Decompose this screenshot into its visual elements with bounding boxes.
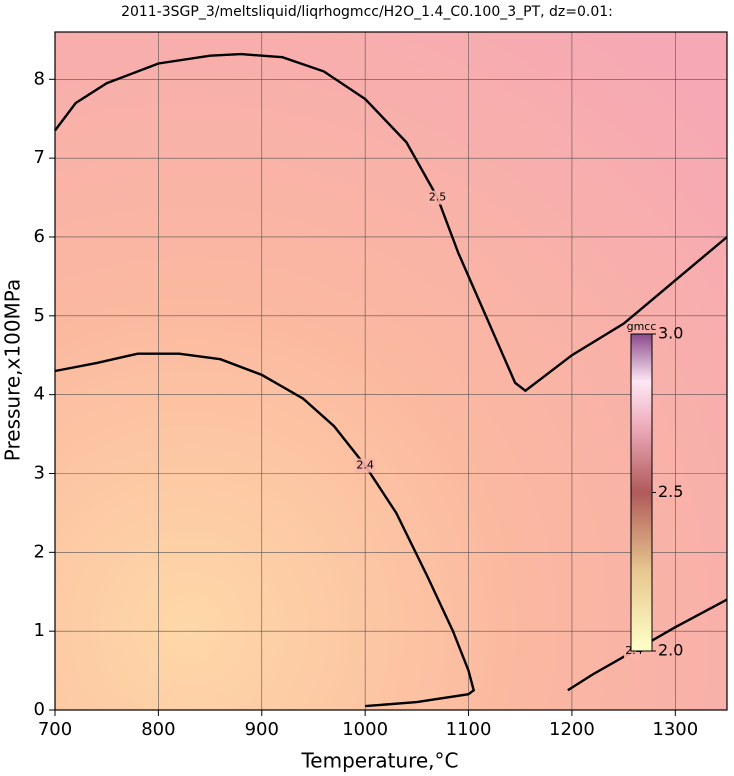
y-axis-label: Pressure,x100MPa bbox=[1, 279, 25, 461]
x-tick-label: 800 bbox=[141, 719, 175, 740]
y-tick-label: 8 bbox=[34, 68, 45, 89]
colorbar-tick-label: 2.5 bbox=[658, 482, 683, 501]
y-tick-label: 2 bbox=[34, 541, 45, 562]
colorbar-tick-label: 3.0 bbox=[658, 324, 683, 343]
x-tick-label: 900 bbox=[245, 719, 279, 740]
plot-area bbox=[55, 32, 727, 710]
colorbar bbox=[630, 333, 653, 652]
y-tick-label: 0 bbox=[34, 699, 45, 720]
plot-frame bbox=[54, 31, 728, 711]
colorbar-tick-label: 2.0 bbox=[658, 641, 683, 660]
y-tick-label: 5 bbox=[34, 305, 45, 326]
y-tick-label: 3 bbox=[34, 462, 45, 483]
x-tick-label: 1300 bbox=[652, 719, 698, 740]
y-tick-label: 6 bbox=[34, 226, 45, 247]
chart-title: 2011-3SGP_3/meltsliquid/liqrhogmcc/H2O_1… bbox=[121, 4, 613, 20]
x-tick-label: 1100 bbox=[446, 719, 492, 740]
x-axis-label: Temperature,°C bbox=[300, 749, 458, 773]
contour-label-bg bbox=[427, 190, 448, 205]
y-tick-label: 7 bbox=[34, 147, 45, 168]
contour-line bbox=[54, 52, 728, 393]
contour-label: 2.4 bbox=[356, 459, 374, 472]
x-tick-label: 1200 bbox=[549, 719, 595, 740]
y-tick-label: 1 bbox=[34, 620, 45, 641]
contour-label: 2.5 bbox=[429, 191, 447, 204]
colorbar-title: gmcc bbox=[627, 320, 657, 333]
y-tick-label: 4 bbox=[34, 384, 45, 405]
x-tick-label: 1000 bbox=[342, 719, 388, 740]
x-tick-label: 700 bbox=[38, 719, 72, 740]
contour-label-bg bbox=[355, 458, 376, 473]
